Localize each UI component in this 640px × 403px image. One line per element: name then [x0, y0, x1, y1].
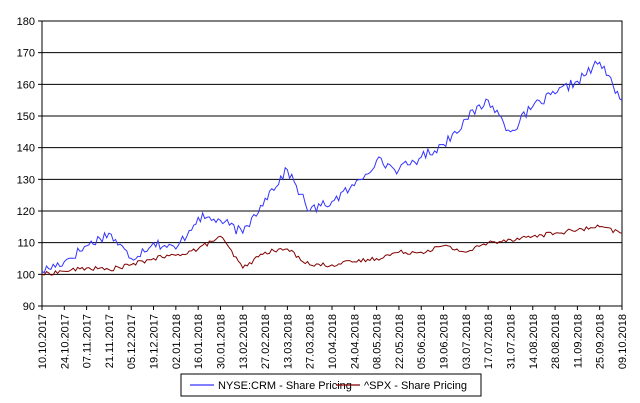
x-tick-label: 10.04.2018	[327, 314, 339, 369]
x-tick-label: 10.10.2017	[37, 314, 49, 369]
y-tick-label: 90	[23, 301, 35, 313]
x-tick-label: 11.09.2018	[572, 314, 584, 368]
y-tick-label: 110	[17, 238, 35, 250]
x-tick-label: 05.06.2018	[416, 314, 428, 369]
y-tick-label: 130	[17, 174, 35, 186]
x-tick-label: 02.01.2018	[171, 314, 183, 369]
x-tick-label: 13.02.2018	[238, 314, 250, 369]
y-tick-label: 100	[17, 269, 35, 281]
x-tick-label: 27.03.2018	[305, 314, 317, 369]
x-tick-label: 09.10.2018	[617, 314, 629, 369]
series-line-spx	[41, 224, 623, 276]
x-tick-label: 19.06.2018	[439, 314, 451, 369]
x-tick-label: 05.12.2017	[126, 314, 138, 369]
legend-box	[180, 373, 482, 397]
x-tick-label: 19.12.2017	[149, 314, 161, 369]
series-line-crm	[41, 60, 623, 274]
x-tick-label: 27.02.2018	[260, 314, 272, 369]
y-tick-label: 170	[17, 48, 35, 60]
x-tick-label: 24.04.2018	[349, 314, 361, 369]
x-tick-label: 17.07.2018	[483, 314, 495, 369]
x-tick-label: 16.01.2018	[193, 314, 205, 369]
x-tick-label: 07.11.2017	[82, 314, 94, 368]
x-tick-label: 28.08.2018	[550, 314, 562, 369]
x-tick-label: 30.01.2018	[215, 314, 227, 369]
y-tick-label: 180	[17, 16, 35, 28]
legend-label-crm: NYSE:CRM - Share Pricing	[218, 380, 352, 392]
x-tick-label: 25.09.2018	[595, 314, 607, 369]
y-tick-label: 120	[17, 206, 35, 218]
x-tick-label: 14.08.2018	[528, 314, 540, 369]
x-tick-label: 21.11.2017	[104, 314, 116, 368]
y-tick-label: 140	[17, 143, 35, 155]
x-axis: 10.10.2017 24.10.2017 07.11.2017 21.11.2017…	[37, 306, 629, 369]
x-tick-label: 08.05.2018	[372, 314, 384, 369]
y-axis: 90 100 110 120 130 140 150 160 170 180	[17, 16, 42, 313]
x-tick-label: 31.07.2018	[505, 314, 517, 369]
x-tick-label: 03.07.2018	[461, 314, 473, 369]
legend-label-spx: ^SPX - Share Pricing	[364, 380, 467, 392]
legend: NYSE:CRM - Share Pricing ^SPX - Share Pr…	[180, 373, 482, 397]
x-tick-label: 13.03.2018	[282, 314, 294, 369]
x-tick-label: 24.10.2017	[59, 314, 71, 369]
y-tick-label: 160	[17, 79, 35, 91]
series-lines	[41, 60, 623, 276]
y-tick-label: 150	[17, 111, 35, 123]
x-tick-label: 22.05.2018	[394, 314, 406, 369]
